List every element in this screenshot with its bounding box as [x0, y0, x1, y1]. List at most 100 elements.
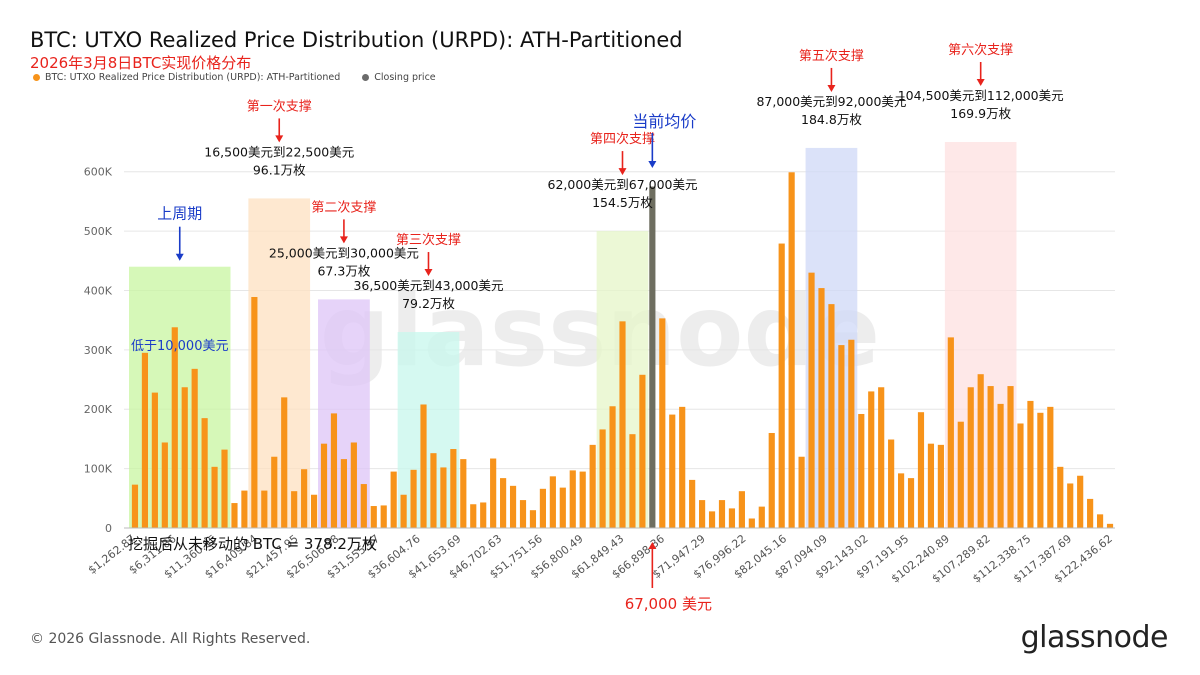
- urpd-bar: [927, 443, 935, 528]
- urpd-bar: [141, 352, 149, 528]
- urpd-bar: [1007, 386, 1014, 528]
- urpd-bar: [450, 449, 457, 528]
- zone-amount: 169.9万枚: [950, 106, 1011, 121]
- legend-label-urpd: BTC: UTXO Realized Price Distribution (U…: [45, 72, 341, 83]
- urpd-bar: [808, 272, 815, 528]
- urpd-bar: [131, 484, 139, 528]
- urpd-bar: [440, 467, 447, 528]
- urpd-bar: [699, 500, 706, 528]
- urpd-bar: [997, 403, 1004, 528]
- zone-arrow-head: [339, 236, 348, 244]
- y-tick-label: 0: [105, 522, 112, 535]
- zone-title: 上周期: [157, 205, 202, 223]
- urpd-bar: [738, 491, 745, 528]
- zone-arrow-head: [424, 269, 433, 277]
- urpd-bar: [818, 288, 825, 528]
- urpd-bar: [161, 442, 168, 528]
- urpd-bar: [1027, 400, 1034, 528]
- y-tick-label: 200K: [84, 403, 113, 416]
- zone-amount: 79.2万枚: [402, 296, 455, 311]
- urpd-bar: [380, 505, 387, 528]
- urpd-bar: [868, 391, 875, 528]
- urpd-bar: [878, 387, 885, 528]
- urpd-bar: [1017, 423, 1024, 528]
- urpd-bar: [689, 479, 696, 528]
- closing-price-arrow-head: [648, 542, 657, 549]
- urpd-bar: [888, 439, 895, 528]
- y-tick-label: 300K: [84, 344, 113, 357]
- urpd-bar: [898, 473, 905, 528]
- urpd-bar: [350, 442, 357, 528]
- urpd-bar: [460, 459, 467, 528]
- urpd-bar: [1057, 466, 1064, 528]
- urpd-bar: [937, 444, 944, 528]
- urpd-bar: [400, 494, 407, 528]
- urpd-bar: [838, 345, 845, 528]
- urpd-bar: [430, 453, 437, 528]
- copyright: © 2026 Glassnode. All Rights Reserved.: [30, 631, 311, 647]
- urpd-bar: [947, 337, 954, 528]
- urpd-bar: [211, 466, 218, 528]
- urpd-bar: [917, 412, 925, 528]
- zone-range: 104,500美元到112,000美元: [898, 88, 1064, 103]
- urpd-bar: [659, 318, 666, 528]
- urpd-bar: [330, 413, 338, 528]
- zone-arrow-head: [976, 79, 985, 86]
- y-tick-label: 100K: [84, 463, 113, 476]
- urpd-bar: [539, 488, 546, 528]
- urpd-bar: [569, 470, 576, 528]
- urpd-bar: [758, 506, 765, 528]
- legend-item-closing[interactable]: Closing price: [362, 72, 436, 83]
- legend-swatch-urpd: [33, 74, 40, 81]
- urpd-bar: [201, 418, 208, 528]
- current-avg-arrow-head: [648, 161, 657, 168]
- urpd-bar: [619, 321, 626, 528]
- y-tick-label: 600K: [84, 166, 113, 179]
- urpd-bar: [718, 500, 726, 528]
- closing-price-bar: [649, 186, 656, 529]
- urpd-bar: [490, 458, 497, 528]
- urpd-bar: [559, 487, 566, 528]
- urpd-bar: [858, 413, 865, 528]
- zone-amount: 154.5万枚: [592, 195, 653, 210]
- closing-price-label: 67,000 美元: [625, 595, 712, 613]
- zone-title: 第二次支撑: [311, 199, 376, 215]
- urpd-bar: [778, 243, 785, 528]
- zone-amount: 67.3万枚: [317, 263, 370, 278]
- urpd-bar: [957, 421, 964, 528]
- zone-title: 第一次支撑: [247, 98, 312, 114]
- zone-arrow-head: [827, 84, 836, 92]
- urpd-bar: [340, 459, 347, 528]
- urpd-bar: [390, 471, 397, 528]
- zone-inner-label: 低于10,000美元: [131, 339, 229, 354]
- urpd-bar: [907, 478, 915, 528]
- urpd-bar: [519, 500, 527, 528]
- urpd-bar: [1037, 412, 1044, 528]
- zone-range: 36,500美元到43,000美元: [353, 278, 503, 293]
- urpd-bar: [967, 387, 974, 528]
- zone-amount: 96.1万枚: [253, 162, 306, 177]
- urpd-bar: [589, 444, 596, 528]
- urpd-bar: [708, 511, 716, 528]
- urpd-bar: [669, 414, 676, 528]
- urpd-bar: [599, 429, 606, 528]
- urpd-bar: [500, 478, 507, 528]
- zone-range: 25,000美元到30,000美元: [269, 245, 419, 260]
- urpd-bar: [1047, 406, 1054, 528]
- chart-title: BTC: UTXO Realized Price Distribution (U…: [30, 28, 683, 52]
- urpd-bar: [788, 172, 795, 529]
- urpd-bar: [261, 490, 268, 528]
- current-avg-label: 当前均价: [632, 112, 696, 131]
- urpd-bar: [360, 484, 367, 528]
- never-moved-label: 挖掘后从未移动的 BTC = 378.2万枚: [128, 535, 377, 553]
- zone-arrow-head: [275, 135, 284, 143]
- urpd-bar: [1106, 523, 1114, 528]
- urpd-bar: [529, 510, 537, 528]
- legend-item-urpd[interactable]: BTC: UTXO Realized Price Distribution (U…: [33, 72, 340, 83]
- zone-range: 16,500美元到22,500美元: [204, 144, 354, 159]
- urpd-bar: [1087, 498, 1094, 528]
- chart-subtitle: 2026年3月8日BTC实现价格分布: [30, 54, 252, 72]
- urpd-bar: [191, 368, 198, 528]
- urpd-bar: [579, 471, 586, 528]
